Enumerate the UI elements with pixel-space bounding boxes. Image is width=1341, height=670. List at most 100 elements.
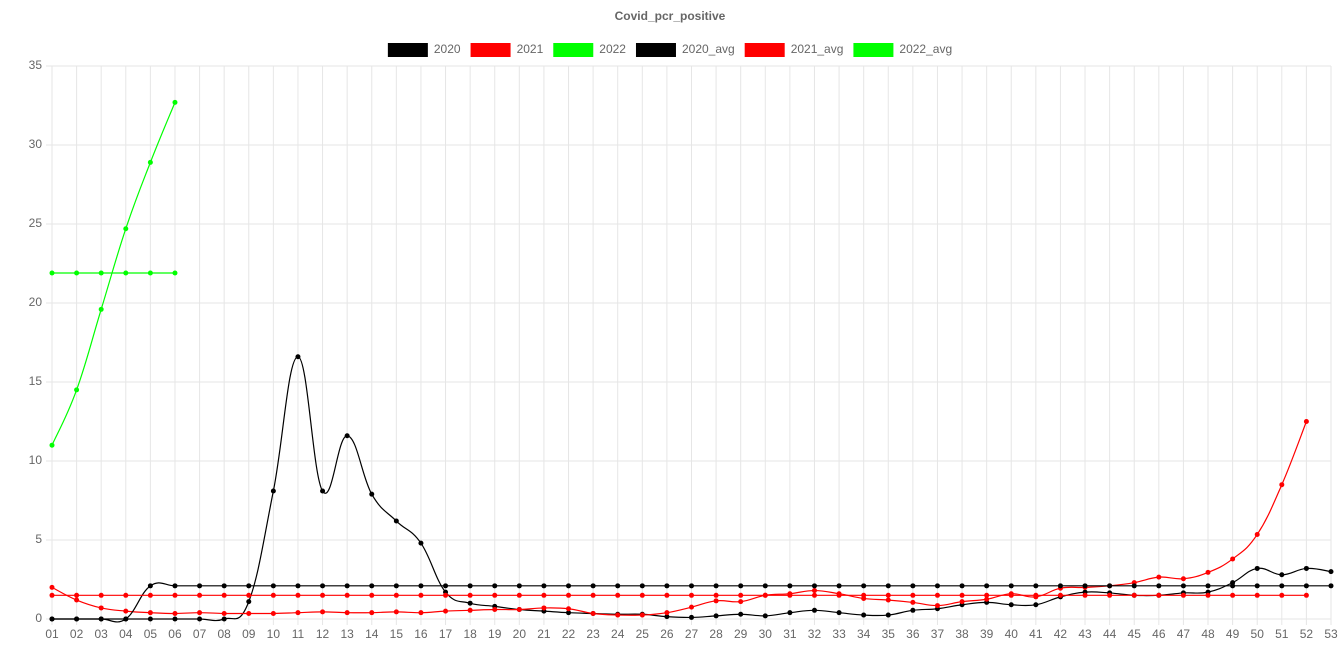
point [984,583,990,589]
x-tick-label: 37 [931,627,945,641]
x-tick-label: 23 [586,627,600,641]
point [811,607,817,613]
point [197,592,203,598]
point [1303,592,1309,598]
point [172,270,178,276]
point [492,607,498,613]
point [123,616,129,622]
point [492,592,498,598]
point [1230,592,1236,598]
x-tick-label: 41 [1029,627,1043,641]
x-tick-label: 46 [1152,627,1166,641]
x-tick-label: 22 [562,627,576,641]
x-tick-label: 14 [365,627,379,641]
point [516,583,522,589]
point [74,270,80,276]
point [147,610,153,616]
point [1279,572,1285,578]
point [861,612,867,618]
point [320,488,326,494]
point [713,613,719,619]
x-tick-label: 13 [340,627,354,641]
y-tick-label: 0 [35,611,42,625]
point [49,584,55,590]
point [910,607,916,613]
point [172,583,178,589]
point [1205,569,1211,575]
point [664,583,670,589]
point [516,592,522,598]
point [664,592,670,598]
x-tick-label: 15 [390,627,404,641]
point [74,387,80,393]
point [541,605,547,611]
point [934,583,940,589]
point [197,583,203,589]
point [934,603,940,609]
x-tick-label: 17 [439,627,453,641]
x-tick-label: 53 [1324,627,1338,641]
point [418,583,424,589]
point [147,159,153,165]
point [369,592,375,598]
point [1279,482,1285,488]
y-tick-label: 35 [29,58,43,72]
point [418,610,424,616]
point [836,592,842,598]
point [393,609,399,615]
x-tick-label: 09 [242,627,256,641]
point [320,592,326,598]
point [1033,583,1039,589]
point [1230,583,1236,589]
point [467,592,473,598]
point [344,610,350,616]
point [984,596,990,602]
point [443,608,449,614]
point [713,598,719,604]
point [270,610,276,616]
point [344,583,350,589]
point [1328,569,1334,575]
point [221,583,227,589]
point [566,610,572,616]
x-tick-label: 40 [1005,627,1019,641]
point [320,583,326,589]
point [147,583,153,589]
point [49,616,55,622]
legend-swatch [635,43,676,57]
point [1082,583,1088,589]
x-tick-label: 01 [45,627,59,641]
point [664,610,670,616]
point [516,607,522,613]
point [959,592,965,598]
x-tick-label: 06 [168,627,182,641]
point [664,614,670,620]
point [1180,576,1186,582]
point [246,583,252,589]
point [566,606,572,612]
point [590,583,596,589]
point [123,270,129,276]
x-tick-label: 34 [857,627,871,641]
point [639,592,645,598]
point [885,612,891,618]
x-tick-label: 50 [1251,627,1265,641]
point [246,592,252,598]
y-tick-label: 10 [29,453,43,467]
series-line [51,421,1307,616]
point [639,612,645,618]
point [787,583,793,589]
point [418,540,424,546]
point [1254,583,1260,589]
legend-swatch [853,43,894,57]
point [1082,592,1088,598]
point [762,592,768,598]
x-tick-label: 28 [709,627,723,641]
point [713,583,719,589]
point [1205,592,1211,598]
point [1254,592,1260,598]
point [172,610,178,616]
point [541,583,547,589]
